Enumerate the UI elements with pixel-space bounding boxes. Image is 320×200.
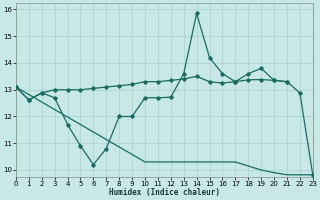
X-axis label: Humidex (Indice chaleur): Humidex (Indice chaleur): [109, 188, 220, 197]
